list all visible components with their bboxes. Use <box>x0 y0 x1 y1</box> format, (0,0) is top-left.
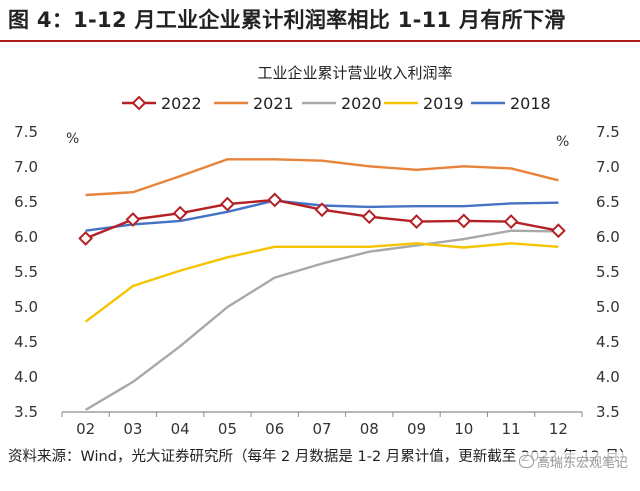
data-point-2022 <box>78 230 94 246</box>
y-tick-label-left: 4.5 <box>14 333 38 351</box>
data-point-2022 <box>550 223 566 239</box>
figure-title: 图 4：1-12 月工业企业累计利润率相比 1-11 月有所下滑 <box>8 8 566 32</box>
data-point-2022 <box>409 214 424 230</box>
x-tick-label: 07 <box>312 420 331 438</box>
x-tick-label: 10 <box>454 420 473 438</box>
legend: 2022 2021 2020 2019 2018 <box>122 94 551 113</box>
x-tick-label: 02 <box>76 420 95 438</box>
y-unit-right: % <box>556 134 569 150</box>
y-tick-label-left: 7.0 <box>14 158 38 176</box>
series-line-2019 <box>84 242 559 323</box>
legend-label-2019: 2019 <box>423 94 464 113</box>
x-tick-label: 11 <box>502 420 521 438</box>
series-line-2021 <box>85 158 559 197</box>
y-tick-label-right: 5.0 <box>596 298 620 316</box>
legend-label-2018: 2018 <box>510 94 551 113</box>
data-point-2022 <box>267 192 283 208</box>
x-tick-label: 08 <box>360 420 379 438</box>
x-tick-label: 09 <box>407 420 426 438</box>
y-tick-label-left: 3.5 <box>14 403 38 421</box>
y-tick-label-right: 6.0 <box>596 228 620 246</box>
x-tick-label: 05 <box>218 420 237 438</box>
legend-label-2021: 2021 <box>253 94 294 113</box>
data-point-2022 <box>314 202 330 218</box>
x-tick-label: 04 <box>171 420 190 438</box>
data-point-2022 <box>361 209 377 225</box>
legend-label-2020: 2020 <box>341 94 382 113</box>
y-tick-label-right: 6.5 <box>596 193 620 211</box>
watermark-text: 高瑞东宏观笔记 <box>536 456 628 471</box>
data-point-2022 <box>456 213 472 229</box>
y-tick-label-right: 7.0 <box>596 158 620 176</box>
data-point-2022 <box>503 214 519 230</box>
x-tick-label: 03 <box>123 420 142 438</box>
y-tick-label-left: 7.5 <box>14 123 38 141</box>
line-chart: 工业企业累计营业收入利润率 2022 2021 2020 2019 2018 % % 0… <box>14 64 620 438</box>
source-note: 资料来源：Wind，光大证券研究所（每年 2 月数据是 1-2 月累计值，更新截… <box>8 449 634 465</box>
data-point-2022 <box>125 212 141 227</box>
series-lines <box>78 158 566 411</box>
title-divider <box>0 40 640 42</box>
data-point-2022 <box>220 196 235 212</box>
legend-label-2022: 2022 <box>161 94 202 113</box>
y-tick-label-left: 4.0 <box>14 368 38 386</box>
y-tick-label-right: 3.5 <box>596 403 620 421</box>
y-tick-label-left: 5.5 <box>14 263 38 281</box>
y-unit-left: % <box>66 131 79 147</box>
legend-marker-2022 <box>131 95 147 111</box>
data-point-2022 <box>172 205 188 221</box>
x-tick-label: 12 <box>549 420 568 438</box>
y-tick-label-right: 5.5 <box>596 263 620 281</box>
y-tick-label-right: 7.5 <box>596 123 620 141</box>
watermark: 高瑞东宏观笔记 <box>516 452 630 471</box>
x-tick-label: 06 <box>265 420 284 438</box>
y-tick-label-right: 4.5 <box>596 333 620 351</box>
axes: 02 03 04 05 06 07 08 09 10 11 12 3.5 3.5 4.0 4.0 4.5 4.5… <box>14 123 620 438</box>
y-tick-label-left: 6.0 <box>14 228 38 246</box>
y-tick-label-right: 4.0 <box>596 368 620 386</box>
series-line-2020 <box>84 229 559 411</box>
wechat-icon <box>518 455 534 468</box>
y-tick-label-left: 5.0 <box>14 298 38 316</box>
y-tick-label-left: 6.5 <box>14 193 38 211</box>
chart-title: 工业企业累计营业收入利润率 <box>257 64 452 82</box>
